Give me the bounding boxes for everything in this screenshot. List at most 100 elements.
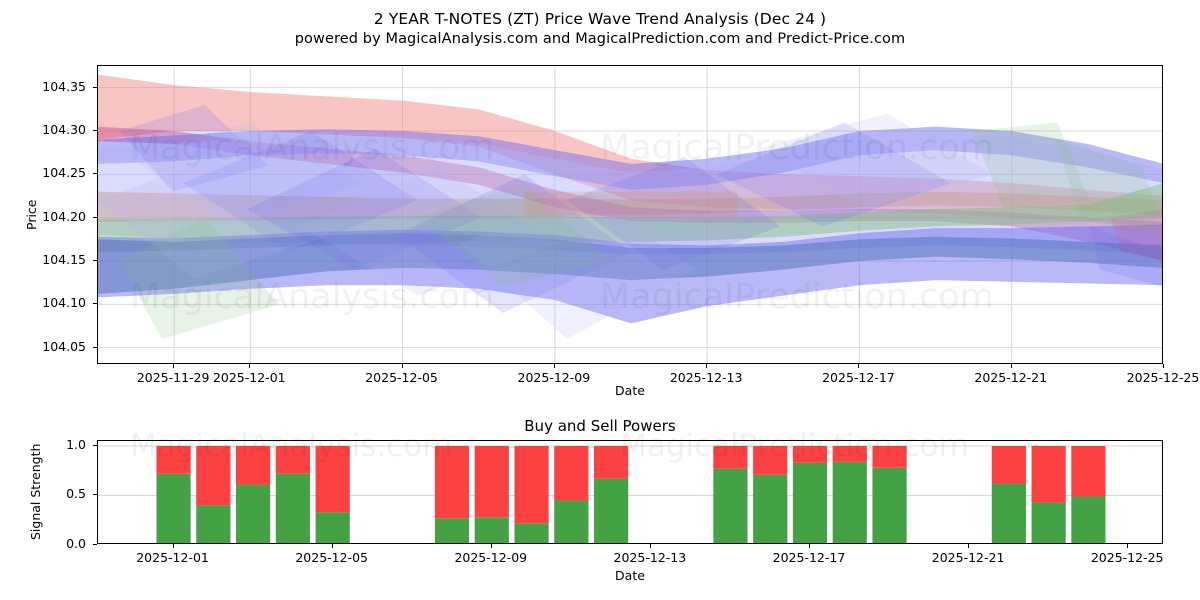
sell-power-bar <box>196 445 231 506</box>
price-x-tick-mark <box>858 364 860 368</box>
price-x-tick-mark <box>401 364 403 368</box>
price-x-tick-label: 2025-12-21 <box>974 370 1048 385</box>
price-y-tick-mark <box>93 130 97 131</box>
signal-x-tick-mark <box>968 544 970 548</box>
price-band-orange-band <box>98 191 1162 222</box>
signal-chart-plot-area <box>97 440 1163 544</box>
signal-y-tick-mark <box>93 494 97 496</box>
signal-x-tick-label: 2025-12-01 <box>136 550 209 565</box>
price-band-red-upper-band <box>98 74 1162 227</box>
price-wave-texture <box>119 217 280 339</box>
price-wave-texture <box>524 191 738 218</box>
sell-power-bar <box>753 445 788 475</box>
sell-power-bar <box>1071 445 1106 497</box>
price-wave-texture <box>119 105 269 192</box>
buy-power-bar <box>792 462 828 543</box>
price-wave-texture <box>972 122 1090 209</box>
buy-power-bar <box>713 468 748 543</box>
buy-power-bar <box>1071 496 1106 543</box>
signal-bar-group <box>156 445 191 543</box>
price-wave-texture <box>129 122 365 227</box>
buy-power-bar <box>514 523 549 543</box>
signal-bar-group <box>594 445 629 543</box>
price-band-green-band <box>98 183 1162 253</box>
signal-bar-group <box>514 445 549 543</box>
price-wave-texture <box>247 148 482 270</box>
buy-power-bar <box>196 505 231 543</box>
signal-bar-group <box>554 445 589 543</box>
price-x-tick-label: 2025-12-09 <box>517 370 591 385</box>
price-x-tick-label: 2025-12-25 <box>1126 370 1200 385</box>
price-wave-texture <box>98 157 333 279</box>
price-x-tick-mark <box>173 364 175 368</box>
page-subtitle: powered by MagicalAnalysis.com and Magic… <box>294 31 906 47</box>
buy-power-bar <box>991 483 1026 543</box>
price-y-tick-mark <box>93 346 97 348</box>
signal-x-tick-label: 2025-12-17 <box>772 550 846 565</box>
price-y-tick-label: 104.15 <box>42 252 86 267</box>
price-y-tick-label: 104.10 <box>42 295 86 311</box>
price-y-tick-label: 104.20 <box>42 208 86 224</box>
signal-bar-group <box>196 445 231 543</box>
price-wave-texture <box>460 191 695 339</box>
buy-power-bar <box>236 484 271 543</box>
price-wave-texture <box>300 165 557 296</box>
sell-power-bar <box>1031 445 1066 503</box>
signal-bar-group <box>753 445 788 543</box>
price-wave-texture <box>417 183 610 287</box>
sell-power-bar <box>594 445 629 479</box>
signal-bar-group <box>713 445 748 543</box>
signal-bar-group <box>474 445 509 543</box>
sell-power-bar <box>792 445 828 463</box>
price-y-tick-mark <box>93 173 97 175</box>
price-y-tick-mark <box>93 260 97 261</box>
buy-power-bar <box>872 467 907 543</box>
price-x-tick-label: 2025-12-17 <box>822 370 895 385</box>
price-x-tick-mark <box>1163 364 1164 368</box>
signal-x-tick-label: 2025-12-09 <box>454 550 528 565</box>
sell-power-bar <box>713 445 748 469</box>
signal-x-axis-label: Date <box>615 568 645 583</box>
signal-bar-group <box>236 445 271 543</box>
signal-x-tick-label: 2025-12-13 <box>613 550 687 565</box>
price-x-tick-mark <box>706 364 708 368</box>
price-x-tick-mark <box>553 364 555 368</box>
signal-bar-group <box>315 445 350 543</box>
price-wave-texture <box>758 113 994 209</box>
sell-power-bar <box>315 445 350 513</box>
sell-power-bar <box>514 445 549 524</box>
buy-power-bar <box>1031 502 1066 543</box>
price-y-tick-label: 104.05 <box>42 338 86 354</box>
buy-power-bar <box>832 461 867 543</box>
price-wave-bands <box>98 66 1162 363</box>
price-band-lightblue-wide-band <box>98 131 1162 255</box>
price-x-tick-mark <box>249 364 251 368</box>
price-y-axis-label: Price <box>24 199 39 231</box>
buy-power-bar <box>275 473 311 543</box>
price-wave-texture <box>1057 139 1162 235</box>
sell-power-bar <box>991 445 1026 484</box>
price-x-tick-mark <box>1010 364 1012 368</box>
price-x-tick-label: 2025-11-29 <box>136 370 210 385</box>
signal-bar-group <box>991 445 1026 543</box>
signal-x-tick-label: 2025-12-25 <box>1090 550 1164 565</box>
price-y-tick-label: 104.35 <box>42 78 86 94</box>
price-wave-texture <box>567 157 781 270</box>
price-wave-texture <box>183 131 418 253</box>
signal-x-tick-mark <box>490 544 492 548</box>
price-wave-texture <box>396 174 631 313</box>
price-y-tick-mark <box>93 303 97 305</box>
price-y-tick-mark <box>93 216 97 218</box>
signal-y-tick-label: 0.0 <box>66 536 86 551</box>
buy-power-bar <box>315 512 350 543</box>
price-wave-texture <box>1110 209 1162 261</box>
buy-power-bar <box>156 473 191 543</box>
price-x-tick-label: 2025-12-01 <box>212 370 286 385</box>
sell-power-bar <box>156 445 191 474</box>
signal-x-tick-mark <box>172 544 174 548</box>
price-band-blue-upper-band <box>98 126 1162 190</box>
price-wave-texture <box>716 122 951 227</box>
signal-bar-group <box>1071 445 1106 543</box>
signal-bar-group <box>434 445 470 543</box>
